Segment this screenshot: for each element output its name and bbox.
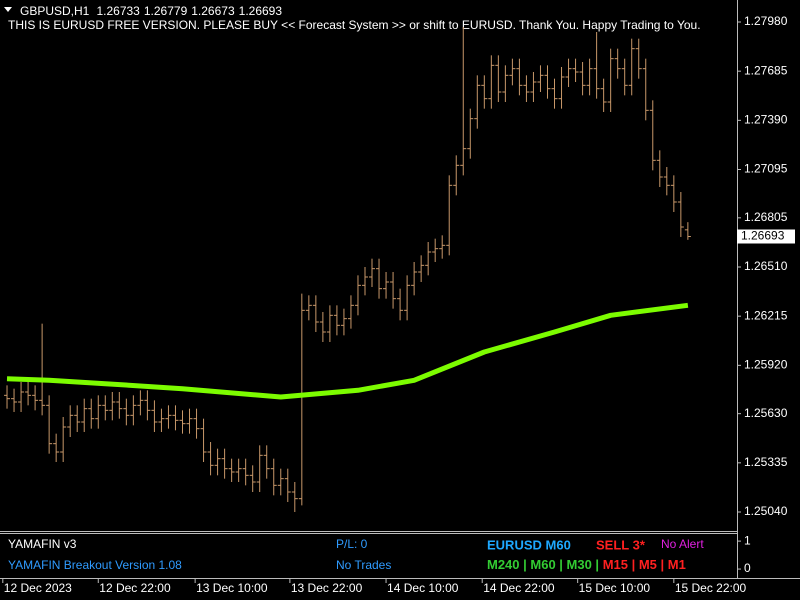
panel-trades: No Trades (336, 558, 391, 572)
symbol: GBPUSD,H1 (20, 4, 90, 18)
y-tick-label: 1.26215 (744, 308, 788, 322)
panel-timeframes: M240 | M60 | M30 | M15 | M5 | M1 (487, 557, 686, 572)
y-tick-label: 1.27095 (744, 162, 788, 176)
y-tick-label: 1.25630 (744, 406, 788, 420)
x-tick-label: 15 Dec 22:00 (675, 581, 747, 595)
x-tick-label: 12 Dec 2023 (4, 581, 72, 595)
panel-pair: EURUSD M60 (487, 537, 571, 552)
panel-version: YAMAFIN Breakout Version 1.08 (8, 558, 182, 572)
last-price-box (737, 229, 795, 244)
y-tick-label: 1.25040 (744, 504, 788, 518)
x-tick-label: 12 Dec 22:00 (99, 581, 171, 595)
chart-header: GBPUSD,H1 1.26733 1.26779 1.26673 1.26693 (20, 4, 282, 18)
y-tick-label: 1.27980 (744, 14, 788, 28)
x-tick-label: 13 Dec 10:00 (196, 581, 268, 595)
x-tick-label: 14 Dec 22:00 (483, 581, 555, 595)
panel-name: YAMAFIN v3 (8, 537, 77, 551)
y-tick-label: 1.27685 (744, 63, 788, 77)
panel-pl: P/L: 0 (336, 537, 368, 551)
header-high: 1.26779 (144, 4, 188, 18)
header-low: 1.26673 (191, 4, 235, 18)
y-tick-label: 1.26510 (744, 259, 788, 273)
sub-y-tick-label: 1 (744, 533, 751, 547)
menu-icon[interactable] (4, 7, 12, 12)
header-open: 1.26733 (96, 4, 140, 18)
x-tick-label: 14 Dec 10:00 (387, 581, 459, 595)
timeframe-group: M15 | M5 | M1 (599, 557, 686, 572)
x-tick-label: 15 Dec 10:00 (579, 581, 651, 595)
y-tick-label: 1.26805 (744, 210, 788, 224)
timeframe-group: M240 | M60 | M30 | (487, 557, 599, 572)
moving-average (6, 302, 689, 400)
notice: THIS IS EURUSD FREE VERSION. PLEASE BUY … (8, 18, 701, 32)
header-close: 1.26693 (239, 4, 283, 18)
y-tick-label: 1.25920 (744, 358, 788, 372)
y-tick-label: 1.27390 (744, 113, 788, 127)
x-tick-label: 13 Dec 22:00 (291, 581, 363, 595)
panel-signal: SELL 3* (596, 537, 646, 552)
panel-alert: No Alert (661, 537, 704, 551)
last-price-label: 1.26693 (741, 229, 785, 243)
sub-y-tick-label: 0 (744, 561, 751, 575)
y-tick-label: 1.25335 (744, 455, 788, 469)
